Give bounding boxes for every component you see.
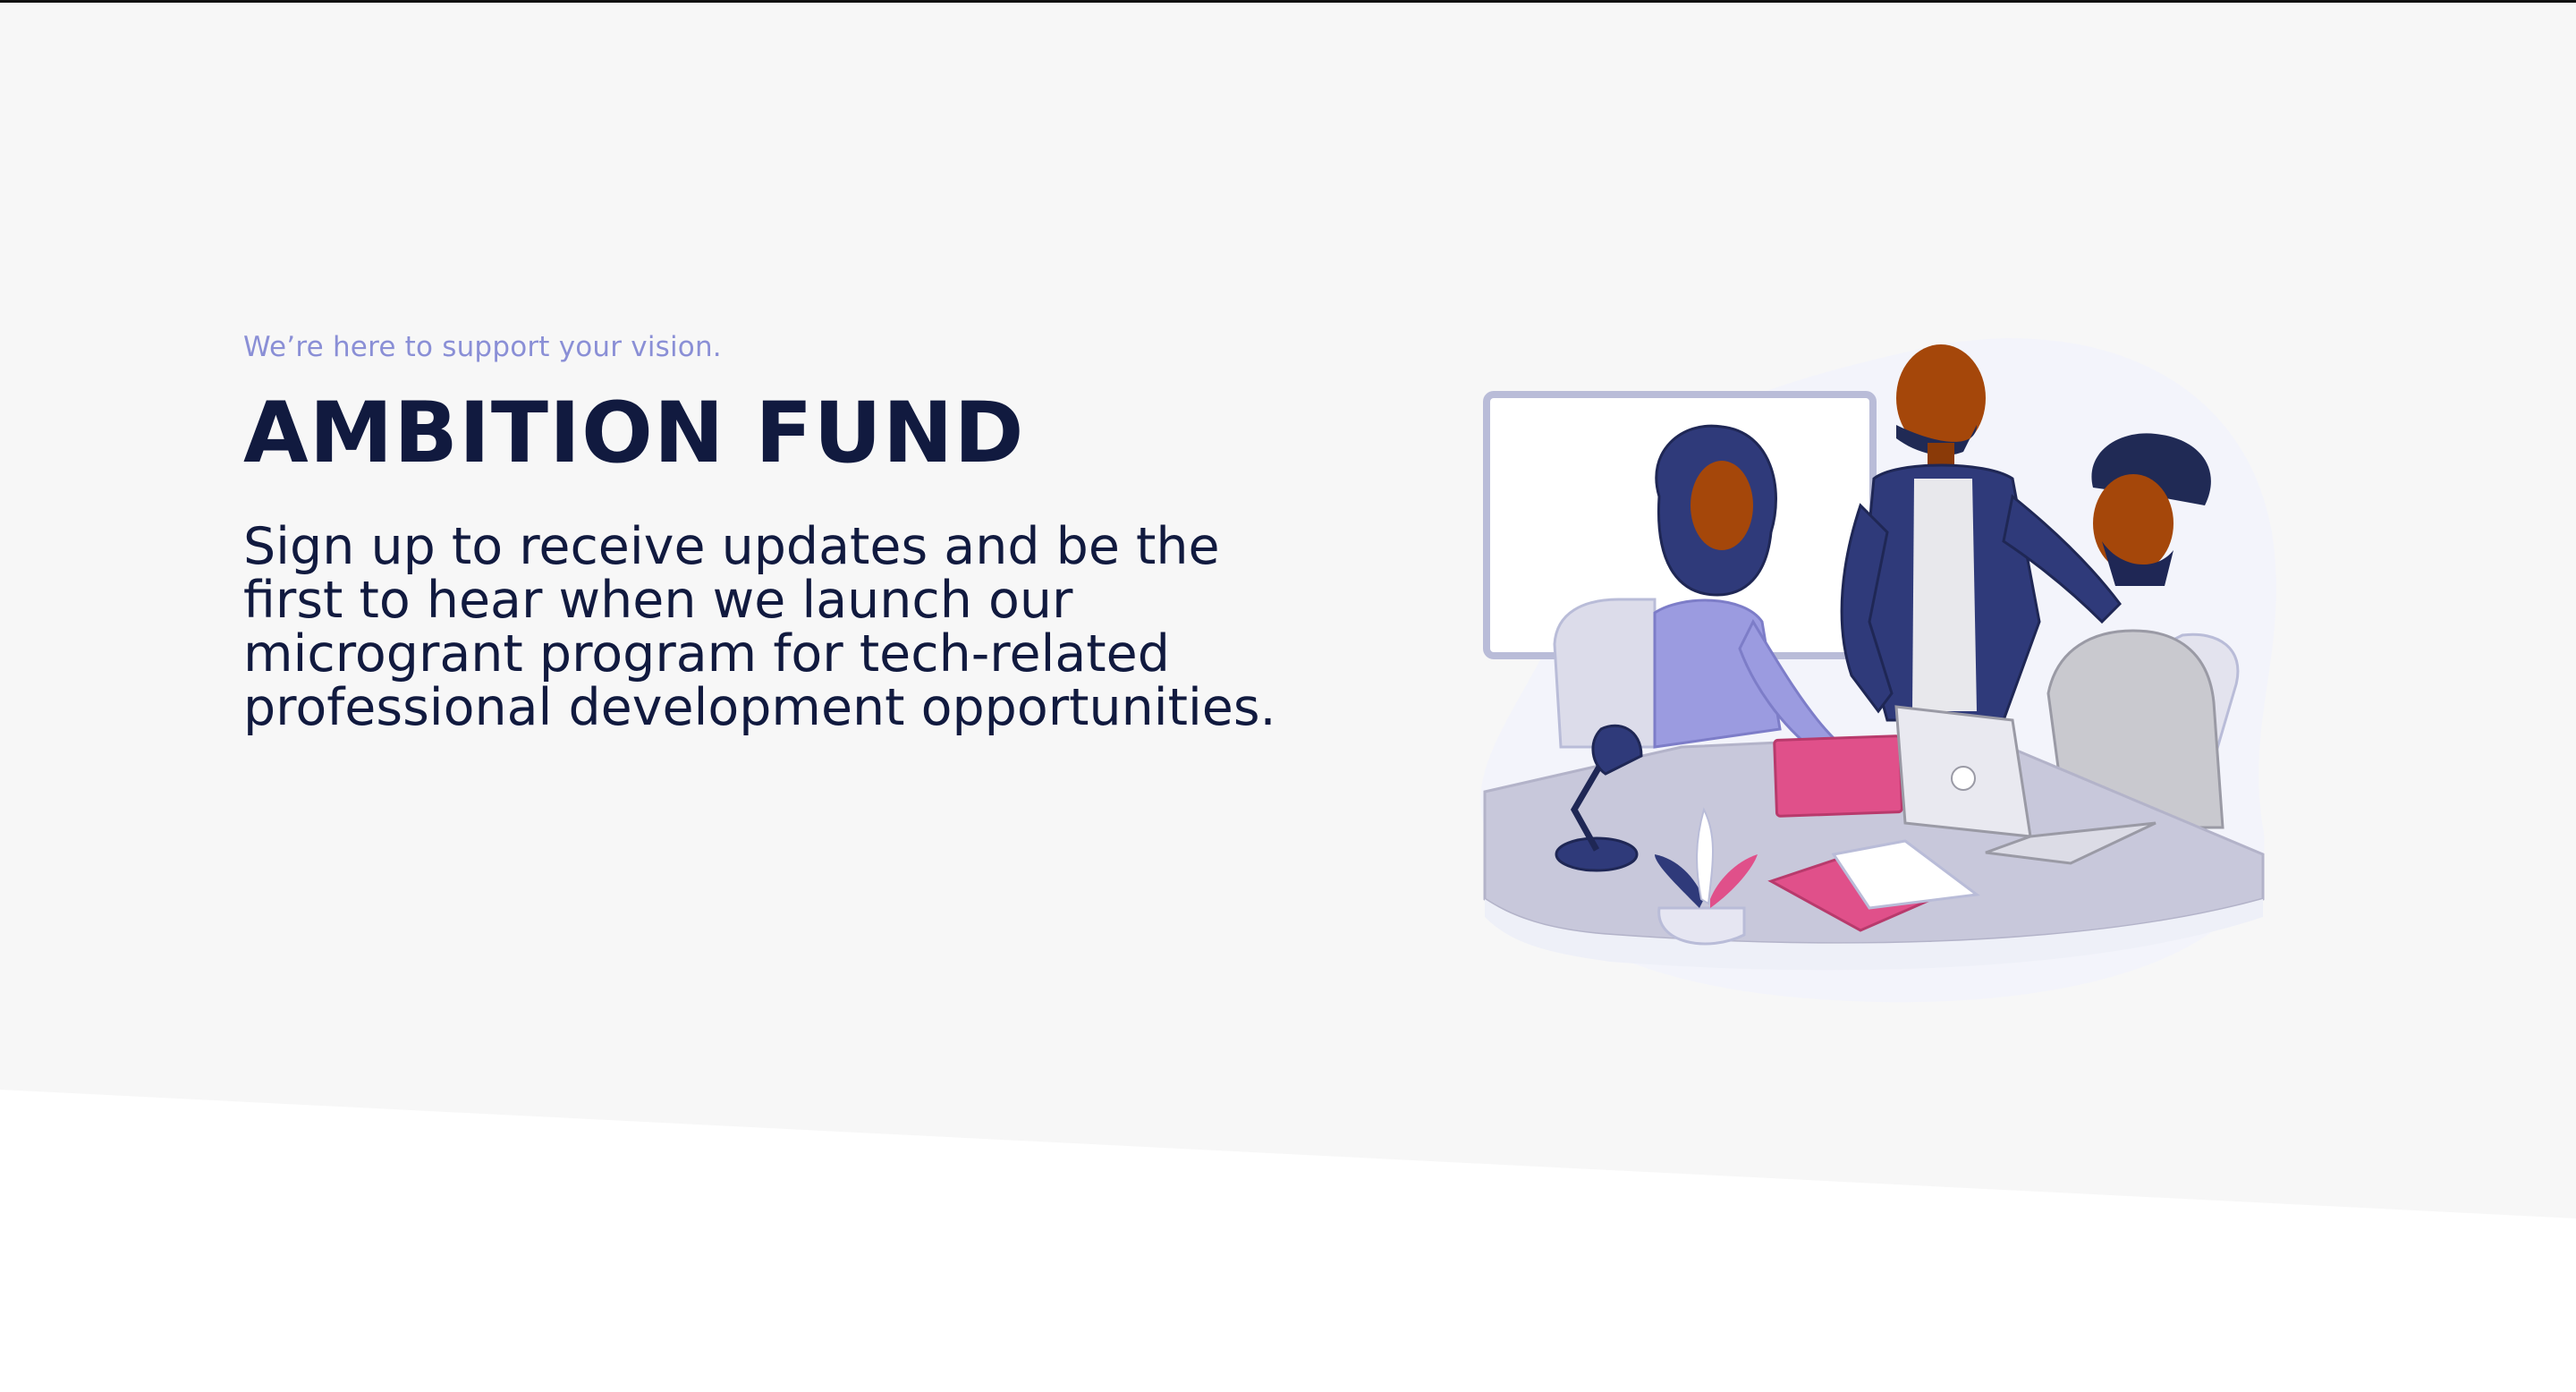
desk	[1483, 732, 2265, 946]
seated-woman	[1653, 424, 1847, 802]
desk-lamp-icon	[1555, 724, 1643, 872]
plant-icon	[1655, 807, 1758, 946]
team-collaboration-illustration	[1480, 338, 2276, 1003]
hero-title: AMBITION FUND	[243, 385, 1025, 482]
hero-description: Sign up to receive updates and be the fi…	[243, 516, 1276, 737]
seated-man	[2046, 433, 2224, 829]
notebook-icon	[1773, 734, 1903, 818]
standing-person	[1840, 344, 2122, 722]
laptop-icon	[1894, 705, 2157, 865]
hero-tagline: We’re here to support your vision.	[243, 331, 722, 363]
chair-left	[1553, 598, 1657, 749]
hero-text-block: We’re here to support your vision. AMBIT…	[243, 331, 1361, 734]
top-border	[0, 0, 2576, 3]
